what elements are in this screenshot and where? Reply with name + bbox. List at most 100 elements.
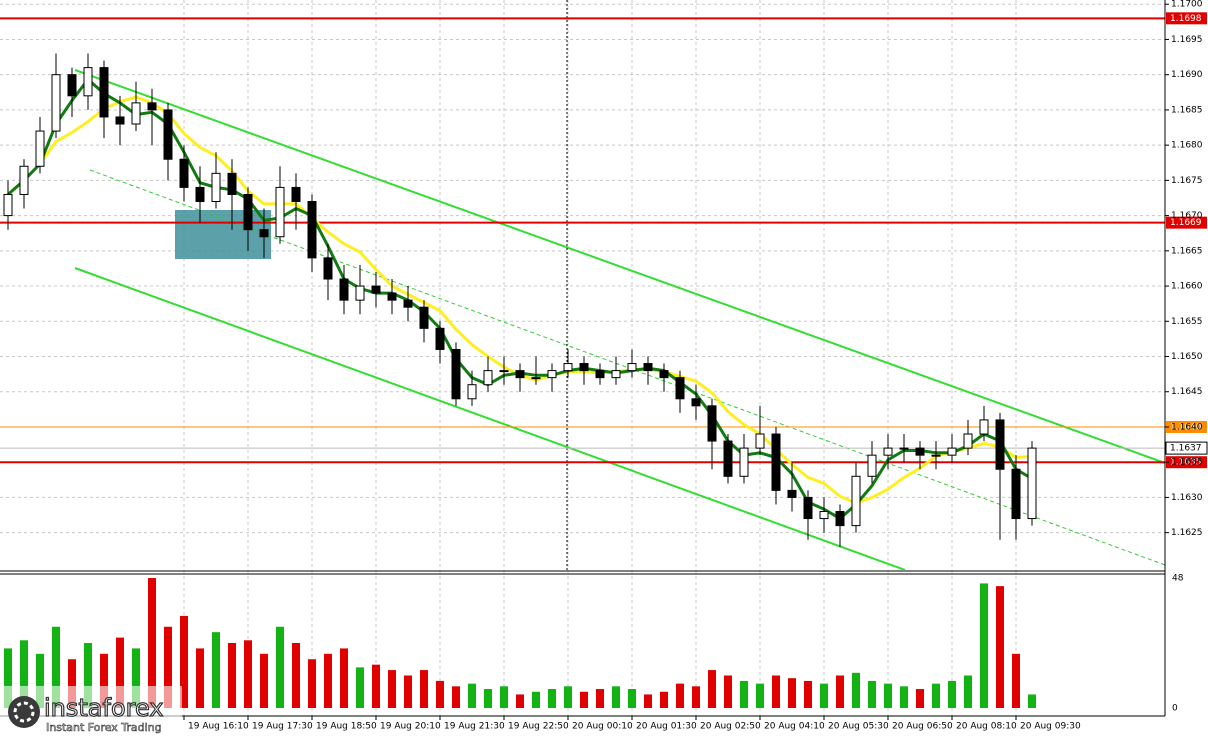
x-tick-label: 19 Aug 17:30	[252, 722, 313, 732]
volume-bar	[756, 683, 764, 708]
volume-bar	[1028, 694, 1036, 708]
volume-bar	[308, 659, 316, 708]
volume-bar	[148, 578, 156, 708]
candle-body	[339, 278, 349, 301]
y-tick-label: 1.1640	[1171, 422, 1203, 432]
candle-body	[995, 419, 1005, 470]
volume-bar	[740, 680, 748, 708]
x-tick-label: 19 Aug 21:30	[444, 722, 505, 732]
candle-body	[611, 370, 621, 379]
y-tick-label: 1.1635	[1171, 458, 1203, 468]
candle-body	[227, 172, 237, 195]
volume-bar	[916, 689, 924, 708]
volume-bar	[132, 648, 140, 708]
volume-bar	[404, 675, 412, 708]
y-tick-label: 1.1695	[1171, 35, 1203, 45]
candle-body	[819, 511, 829, 520]
zone-box	[175, 210, 271, 259]
candle-body	[35, 130, 45, 167]
candle-body	[275, 186, 285, 238]
volume-bar	[660, 691, 668, 708]
y-tick-label: 1.1665	[1171, 246, 1203, 256]
candle-body	[723, 440, 733, 477]
candle-body	[803, 496, 813, 520]
candle-body	[371, 285, 381, 294]
last-price-label: 1.1637	[1170, 444, 1202, 454]
volume-bar	[20, 640, 28, 708]
candle-body	[1027, 447, 1037, 520]
volume-bar	[548, 689, 556, 708]
volume-bar	[180, 615, 188, 708]
candle-body	[579, 363, 589, 372]
candle-body	[195, 186, 205, 203]
y-tick-label: 1.1690	[1171, 70, 1203, 80]
level-label: 1.1640	[1170, 422, 1202, 432]
x-tick-label: 20 Aug 04:10	[764, 722, 825, 732]
candle-body	[435, 327, 445, 350]
annotations	[74, 0, 1165, 570]
volume-bar	[676, 683, 684, 708]
candle-body	[499, 370, 509, 373]
volume-bar	[116, 637, 124, 708]
volume-bar	[164, 626, 172, 708]
candle-body	[787, 489, 797, 498]
candle-body	[163, 109, 173, 160]
volume-bar	[852, 672, 860, 708]
y-tick-label: 1.1645	[1171, 387, 1203, 397]
volume-bar	[772, 675, 780, 708]
logo-icon	[13, 701, 35, 723]
candle-body	[307, 201, 317, 259]
volume-bar	[532, 691, 540, 708]
candle-body	[1011, 468, 1021, 520]
candle-body	[451, 348, 461, 400]
candle-body	[403, 299, 413, 308]
volume-bar	[260, 653, 268, 708]
channel-lower	[74, 267, 906, 570]
candle-body	[627, 363, 637, 372]
volume-bar	[196, 648, 204, 708]
candle-body	[979, 419, 989, 435]
volume-bar	[356, 667, 364, 708]
volume-bar	[612, 686, 620, 708]
level-label-box	[1166, 216, 1207, 229]
x-tick-label: 19 Aug 16:10	[188, 722, 249, 732]
candle-body	[835, 511, 845, 527]
levels: 1.1698 1.1669 1.1640 1.1635 1.1637	[0, 12, 1208, 469]
volume-bar	[420, 670, 428, 708]
candle-body	[659, 370, 669, 379]
candle-body	[51, 74, 61, 132]
volume-bar	[868, 680, 876, 708]
volume-bar	[68, 659, 76, 708]
candle-body	[419, 306, 429, 329]
candle-body	[707, 405, 717, 442]
volume-bar	[228, 643, 236, 708]
volume-bar	[276, 626, 284, 708]
volume-bar	[788, 678, 796, 708]
candle-body	[739, 447, 749, 477]
x-tick-label: 19 Aug 18:50	[316, 722, 377, 732]
y-tick-label: 1.1675	[1171, 176, 1203, 186]
candle-body	[963, 433, 973, 449]
candle-body	[531, 377, 541, 380]
y-tick-label: 1.1625	[1171, 528, 1203, 538]
volume-bar	[836, 675, 844, 708]
volume-bar	[948, 680, 956, 708]
candle-body	[563, 363, 573, 372]
x-tick-label: 20 Aug 00:10	[572, 722, 633, 732]
candle-body	[323, 257, 333, 280]
x-tick-label: 20 Aug 05:30	[828, 722, 889, 732]
candle-body	[83, 67, 93, 97]
volume-bar	[596, 689, 604, 708]
candle-body	[147, 102, 157, 111]
y-tick-label: 1.1700	[1171, 0, 1203, 10]
volume-bar	[932, 683, 940, 708]
y-tick-label: 1.1630	[1171, 493, 1203, 503]
volume-bar	[1012, 653, 1020, 708]
volume-bar	[436, 680, 444, 708]
candle-body	[643, 363, 653, 372]
volume-bar	[516, 694, 524, 708]
volumes	[4, 578, 1036, 708]
candles	[3, 53, 1037, 547]
volume-bar	[484, 689, 492, 708]
candle-body	[467, 384, 477, 400]
